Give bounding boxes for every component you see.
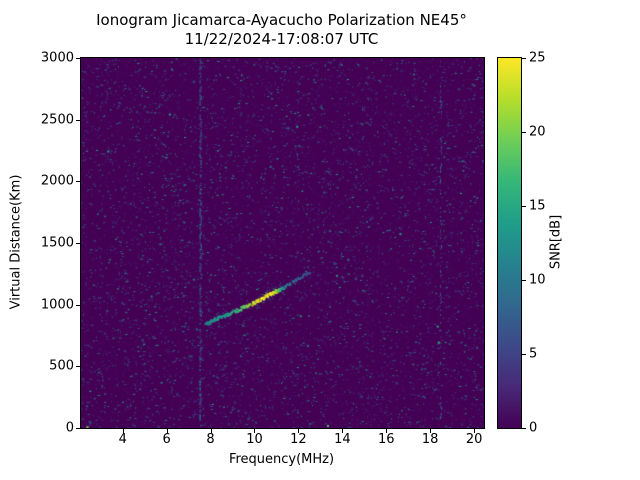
y-tick-label: 500 (49, 358, 74, 374)
x-tick-label: 4 (118, 432, 127, 447)
x-tick-mark (386, 429, 388, 433)
x-tick-label: 14 (334, 432, 351, 447)
y-tick-mark (76, 181, 80, 183)
colorbar-tick-mark (522, 206, 526, 207)
chart-title: Ionogram Jicamarca-Ayacucho Polarization… (96, 11, 467, 29)
y-tick-mark (76, 428, 80, 429)
x-tick-label: 12 (290, 432, 307, 447)
y-tick-label: 3000 (40, 50, 74, 66)
ionogram-heatmap (81, 58, 484, 428)
x-tick-label: 20 (465, 432, 483, 447)
colorbar-tick-mark (522, 354, 526, 355)
y-tick-mark (76, 58, 80, 59)
colorbar-label: SNR[dB] (548, 214, 564, 270)
x-tick-label: 18 (421, 432, 439, 447)
x-tick-mark (166, 429, 168, 433)
colorbar (497, 57, 522, 429)
x-tick-mark (298, 429, 300, 433)
colorbar-tick-mark (522, 428, 526, 429)
y-tick-label: 1000 (40, 297, 74, 313)
x-tick-mark (342, 429, 344, 433)
y-tick-label: 2500 (40, 112, 74, 128)
chart-subtitle: 11/22/2024-17:08:07 UTC (184, 30, 379, 48)
x-tick-label: 10 (246, 432, 263, 447)
y-tick-label: 0 (65, 420, 74, 436)
x-axis-label: Frequency(MHz) (228, 452, 335, 467)
x-tick-label: 8 (206, 432, 215, 447)
plot-area (80, 57, 485, 429)
y-tick-mark (76, 366, 80, 368)
x-tick-mark (474, 429, 476, 433)
x-tick-mark (122, 429, 124, 433)
x-tick-mark (254, 429, 256, 433)
colorbar-tick-label: 20 (529, 124, 546, 140)
y-axis-label: Virtual Distance(Km) (8, 174, 24, 310)
colorbar-tick-label: 10 (529, 272, 546, 288)
y-tick-label: 2000 (40, 173, 74, 189)
y-tick-label: 1500 (40, 235, 74, 251)
x-tick-label: 16 (377, 432, 395, 447)
colorbar-tick-label: 0 (529, 420, 538, 436)
colorbar-gradient (498, 58, 521, 428)
colorbar-tick-label: 5 (529, 346, 538, 362)
x-tick-mark (210, 429, 212, 433)
x-tick-mark (430, 429, 432, 433)
colorbar-tick-mark (522, 280, 526, 281)
y-tick-mark (76, 119, 80, 121)
colorbar-tick-mark (522, 58, 526, 59)
colorbar-tick-mark (522, 132, 526, 133)
colorbar-tick-label: 25 (529, 50, 546, 66)
x-tick-label: 6 (162, 432, 171, 447)
y-tick-mark (76, 243, 80, 244)
y-tick-mark (76, 304, 80, 306)
colorbar-tick-label: 15 (529, 198, 546, 214)
